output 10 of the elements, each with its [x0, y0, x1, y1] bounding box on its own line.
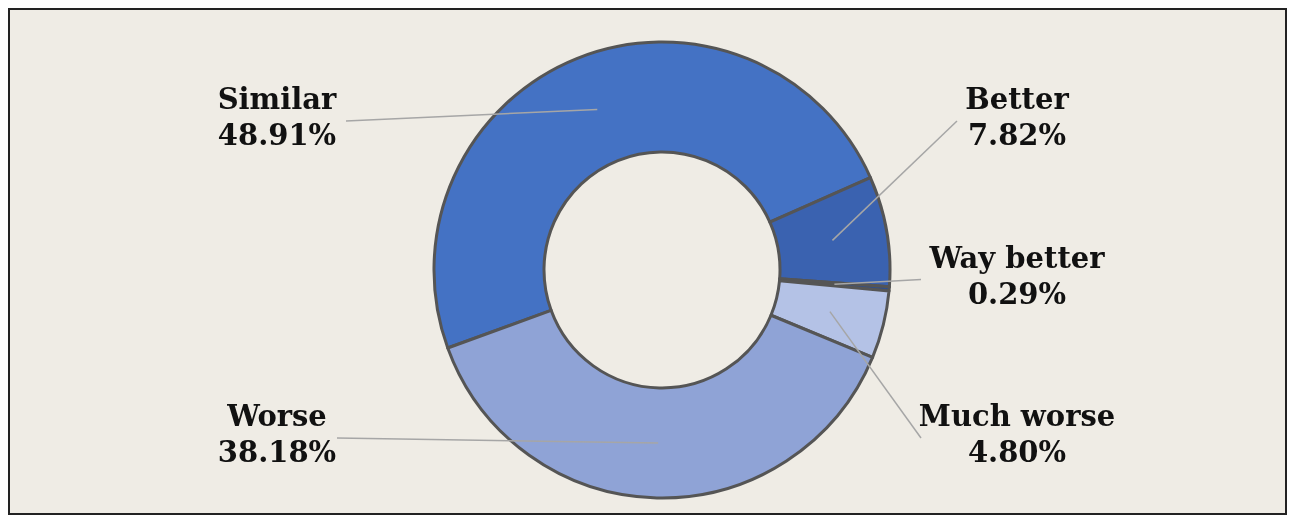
data-label: 4.80% [967, 435, 1067, 469]
data-label: 48.91% [217, 118, 337, 152]
slice-label: Better [965, 82, 1070, 116]
data-label: 7.82% [967, 118, 1067, 152]
slice-label: Much worse [918, 399, 1116, 433]
slice-label: Way better [928, 240, 1106, 275]
data-label: 38.18% [217, 435, 337, 469]
data-label: 0.29% [967, 276, 1067, 311]
slice-label: Similar [217, 82, 338, 116]
slice-label: Worse [226, 399, 327, 433]
